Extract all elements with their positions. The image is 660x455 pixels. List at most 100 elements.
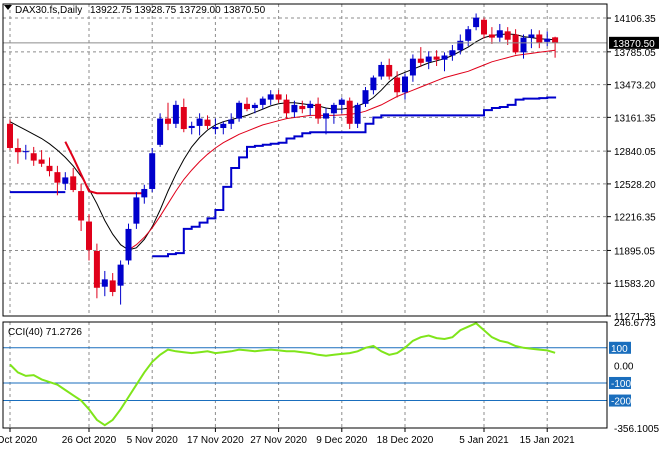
bear-candle <box>386 64 393 77</box>
bull-candle <box>22 151 29 153</box>
bull-candle <box>251 104 258 109</box>
price-tick-label: 12216.35 <box>614 213 656 224</box>
bull-candle <box>378 64 385 77</box>
bull-candle <box>449 50 456 56</box>
bull-candle <box>457 40 464 51</box>
cci-panel <box>3 322 607 427</box>
bear-candle <box>512 34 519 53</box>
bear-candle <box>14 147 21 153</box>
symbol-dropdown-icon[interactable] <box>4 5 12 10</box>
bull-candle <box>354 104 361 124</box>
bull-candle <box>259 98 266 105</box>
cci-level-badge <box>609 376 631 389</box>
slow-ma-line <box>128 49 556 251</box>
bull-candle <box>236 102 243 119</box>
bull-candle <box>149 153 156 189</box>
bear-candle <box>394 77 401 93</box>
price-tick-label: 12840.05 <box>614 147 656 158</box>
cci-tick-label: -356.1005 <box>614 424 659 435</box>
bear-candle <box>46 165 53 172</box>
bear-candle <box>504 31 511 40</box>
bull-candle <box>338 99 345 105</box>
bull-candle <box>172 104 179 124</box>
cci-level-badge <box>609 394 631 407</box>
bear-candle <box>86 221 92 250</box>
bull-candle <box>141 188 148 198</box>
bull-candle <box>133 197 140 224</box>
bear-candle <box>109 280 116 292</box>
price-tick-label: 13473.20 <box>614 81 656 92</box>
bear-candle <box>488 34 495 38</box>
cci-indicator-label: CCI(40) 71.2726 <box>8 327 82 338</box>
slow-ma-segment-line <box>64 141 145 195</box>
bear-candle <box>433 56 440 60</box>
bull-candle <box>473 17 480 28</box>
fast-ma-line <box>9 33 556 251</box>
bear-candle <box>30 153 37 161</box>
bull-candle <box>362 90 369 104</box>
bull-candle <box>212 126 219 130</box>
x-tick-label: 18 Dec 2020 <box>377 435 434 446</box>
bull-candle <box>196 118 203 126</box>
price-panel <box>3 13 607 305</box>
current-price-label: 13870.50 <box>613 39 655 50</box>
price-tick-label: 12528.20 <box>614 180 656 191</box>
bear-candle <box>54 172 61 183</box>
bear-candle <box>283 99 290 114</box>
frame-layer <box>2 3 608 429</box>
bear-candle <box>204 119 211 126</box>
price-tick-label: 13785.05 <box>614 48 656 59</box>
cci-line <box>9 322 556 427</box>
price-tick-label: 11895.05 <box>614 246 655 257</box>
x-tick-label: 9 Dec 2020 <box>316 435 368 446</box>
bear-candle <box>315 103 322 119</box>
bull-candle <box>228 119 235 124</box>
bull-candle <box>125 228 132 261</box>
bull-candle <box>402 76 408 93</box>
bull-candle <box>496 30 503 38</box>
bear-candle <box>481 19 487 35</box>
bear-candle <box>417 58 424 63</box>
bear-candle <box>552 37 559 43</box>
x-tick-label: 17 Nov 2020 <box>187 435 244 446</box>
chart-symbol-title: DAX30.fs,Daily <box>15 5 82 16</box>
bull-candle <box>323 113 329 119</box>
bear-candle <box>180 106 187 130</box>
x-tick-label: 26 Oct 2020 <box>62 435 117 446</box>
price-tick-label: 11583.20 <box>614 279 655 290</box>
price-tick-label: 13161.35 <box>614 113 656 124</box>
cci-level-label: -100 <box>611 379 631 390</box>
x-tick-label: 15 Jan 2021 <box>520 435 575 446</box>
bull-candle <box>425 56 432 62</box>
cci-level-badge <box>609 341 631 354</box>
cci-tick-label: 246.6773 <box>614 318 656 329</box>
bull-candle <box>188 125 195 129</box>
bear-candle <box>275 94 282 100</box>
bear-candle <box>70 176 77 191</box>
bull-candle <box>370 77 377 91</box>
bull-candle <box>528 34 535 38</box>
x-tick-label: 5 Nov 2020 <box>127 435 179 446</box>
x-tick-label: 5 Jan 2021 <box>459 435 509 446</box>
bear-candle <box>7 123 13 148</box>
bear-candle <box>299 105 306 110</box>
bear-candle <box>346 100 353 124</box>
bear-candle <box>536 34 543 43</box>
bull-candle <box>267 94 274 100</box>
bull-candle <box>441 55 448 60</box>
cci-tick-label: 0.00 <box>614 361 634 372</box>
bull-candle <box>62 177 69 184</box>
axis-layer: 14 Oct 2020 26 Oct 2020 5 Nov 2020 17 Nov 2… <box>0 14 659 446</box>
cci-level-label: -200 <box>611 397 631 408</box>
cci-panel-frame <box>2 321 608 429</box>
bull-candle <box>291 104 298 113</box>
cci-level-label: 100 <box>611 344 628 355</box>
bull-candle <box>307 103 314 109</box>
bear-candle <box>244 103 250 110</box>
x-tick-label: 14 Oct 2020 <box>0 435 38 446</box>
bear-candle <box>38 159 45 164</box>
bull-candle <box>544 38 551 42</box>
